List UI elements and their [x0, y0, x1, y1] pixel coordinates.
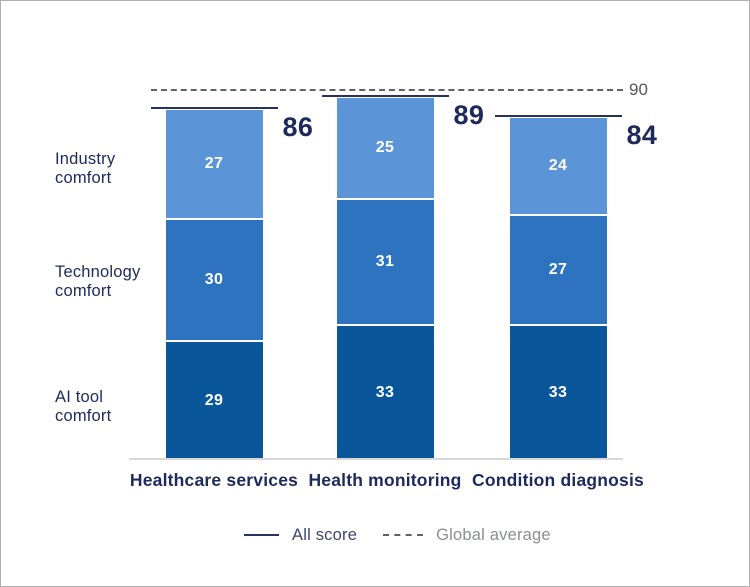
segment-value: 33 [375, 383, 395, 401]
segment-value: 29 [204, 391, 224, 409]
legend-label-global-average: Global average [436, 525, 551, 544]
all-score-value-condition-diagnosis: 84 [626, 120, 658, 151]
bar-segment-ai-tool-health-monitoring: 33 [336, 325, 434, 460]
segment-value: 27 [204, 154, 224, 172]
x-axis-line [129, 458, 623, 460]
series-label-ai-tool-comfort: AI tool comfort [55, 388, 112, 425]
series-label-industry-comfort: Industry comfort [55, 150, 116, 187]
bar-segment-ai-tool-condition-diagnosis: 33 [509, 325, 607, 460]
legend-item-global-average: Global average [383, 526, 551, 545]
segment-value: 30 [204, 270, 224, 288]
bar-segment-industry-condition-diagnosis: 24 [509, 118, 607, 216]
x-axis-category-condition-diagnosis: Condition diagnosis [472, 470, 644, 490]
all-score-value-healthcare-services: 86 [282, 111, 314, 142]
legend-item-all-score: All score [244, 526, 357, 545]
x-axis-category-health-monitoring: Health monitoring [308, 470, 462, 490]
segment-value: 24 [548, 156, 568, 174]
legend: All score Global average [244, 525, 551, 545]
bar-segment-technology-health-monitoring: 31 [336, 199, 434, 326]
bar-segment-industry-healthcare-services: 27 [165, 109, 263, 220]
all-score-line-condition-diagnosis [494, 115, 622, 118]
global-average-line [151, 89, 623, 91]
dashed-line-icon [383, 534, 424, 536]
bar-segment-technology-healthcare-services: 30 [165, 219, 263, 342]
x-axis-category-healthcare-services: Healthcare services [129, 470, 299, 490]
legend-label-all-score: All score [292, 525, 358, 544]
all-score-value-health-monitoring: 89 [453, 99, 485, 130]
bar-segment-technology-condition-diagnosis: 27 [509, 215, 607, 326]
bar-segment-industry-health-monitoring: 25 [336, 97, 434, 200]
all-score-line-healthcare-services [150, 106, 278, 109]
segment-value: 31 [375, 252, 395, 270]
segment-value: 33 [548, 383, 568, 401]
global-average-value: 90 [629, 80, 648, 99]
bar-segment-ai-tool-healthcare-services: 29 [165, 341, 263, 460]
all-score-line-health-monitoring [321, 94, 449, 97]
segment-value: 27 [548, 260, 568, 278]
solid-line-icon [244, 534, 279, 536]
segment-value: 25 [375, 138, 395, 156]
series-label-technology-comfort: Technology comfort [55, 263, 141, 300]
